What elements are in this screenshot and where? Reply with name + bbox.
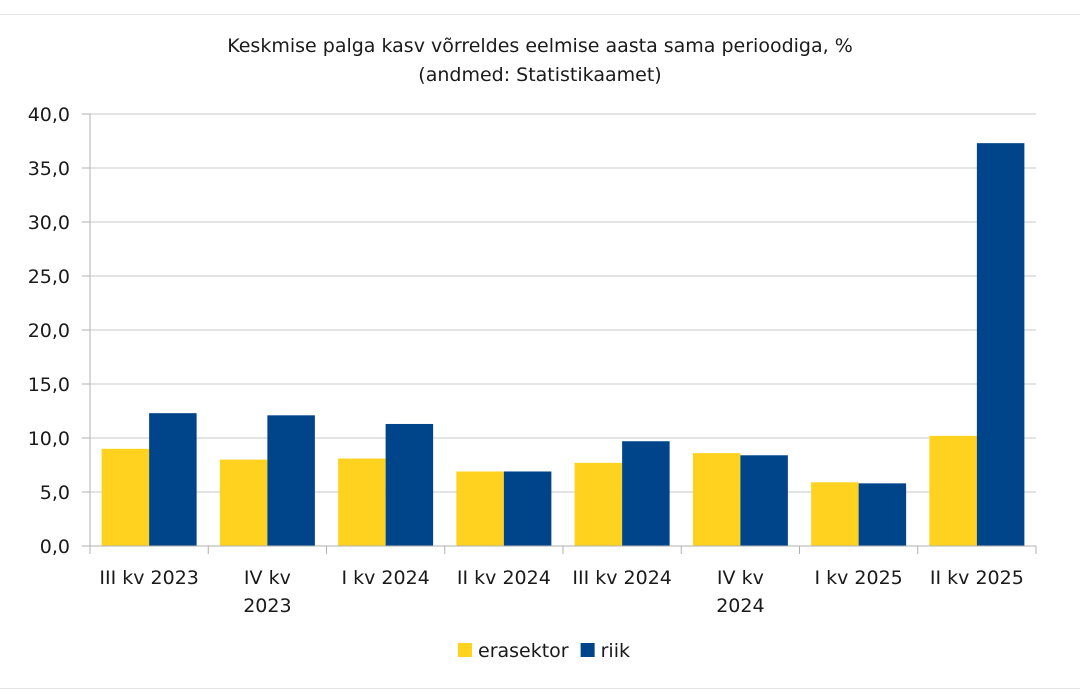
legend-label-erasektor: erasektor (478, 640, 569, 662)
bar-erasektor (456, 471, 504, 546)
x-axis (89, 114, 1037, 554)
y-tick-label: 40,0 (28, 104, 70, 126)
x-tick-label: II kv 2025 (930, 567, 1024, 589)
y-tick-label: 10,0 (28, 428, 70, 450)
bar-erasektor (219, 459, 268, 546)
y-tick-label: 15,0 (28, 374, 70, 396)
bar-erasektor (338, 458, 386, 546)
y-tick-label: 5,0 (40, 482, 70, 504)
y-tick-label: 35,0 (28, 158, 70, 180)
x-tick-label: IV kv 2024 (716, 567, 764, 617)
top-border (0, 14, 1080, 15)
bar-riik (503, 471, 552, 546)
gridlines (90, 113, 1036, 493)
bar-erasektor (574, 462, 623, 546)
x-tick-label: II kv 2024 (457, 567, 551, 589)
bar-erasektor (692, 453, 741, 546)
bar-riik (622, 441, 670, 546)
y-tick-label: 0,0 (40, 536, 70, 558)
legend: erasektor riik (458, 640, 630, 662)
bottom-border (0, 688, 1080, 689)
y-axis-ticks: 0,0 5,0 10,0 15,0 20,0 25,0 30,0 35,0 40,0 (28, 104, 90, 558)
x-tick-label: III kv 2024 (572, 567, 672, 589)
legend-swatch-riik (580, 643, 595, 657)
bar-riik (976, 143, 1025, 546)
bar-riik (740, 455, 788, 546)
x-tick-label: IV kv 2023 (243, 567, 291, 617)
x-tick-label: I kv 2024 (341, 567, 429, 589)
x-axis-labels: III kv 2023 IV kv 2023 I kv 2024 II kv 2024 I… (99, 567, 1023, 617)
y-tick-label: 20,0 (28, 320, 70, 342)
x-tick-label: III kv 2023 (99, 567, 199, 589)
bars (101, 143, 1025, 546)
bar-erasektor (929, 435, 977, 546)
bar-riik (858, 483, 907, 546)
bar-erasektor (811, 482, 859, 546)
y-tick-label: 25,0 (28, 266, 70, 288)
x-tick-label: I kv 2025 (814, 567, 902, 589)
bar-erasektor (101, 448, 150, 546)
bar-riik (267, 415, 315, 546)
chart-subtitle: (andmed: Statistikaamet) (418, 64, 661, 86)
legend-label-riik: riik (601, 640, 630, 662)
y-tick-label: 30,0 (28, 212, 70, 234)
chart-title: Keskmise palga kasv võrreldes eelmise aa… (227, 35, 853, 57)
bar-riik (149, 413, 197, 546)
bar-riik (385, 423, 434, 546)
legend-swatch-erasektor (458, 643, 472, 657)
